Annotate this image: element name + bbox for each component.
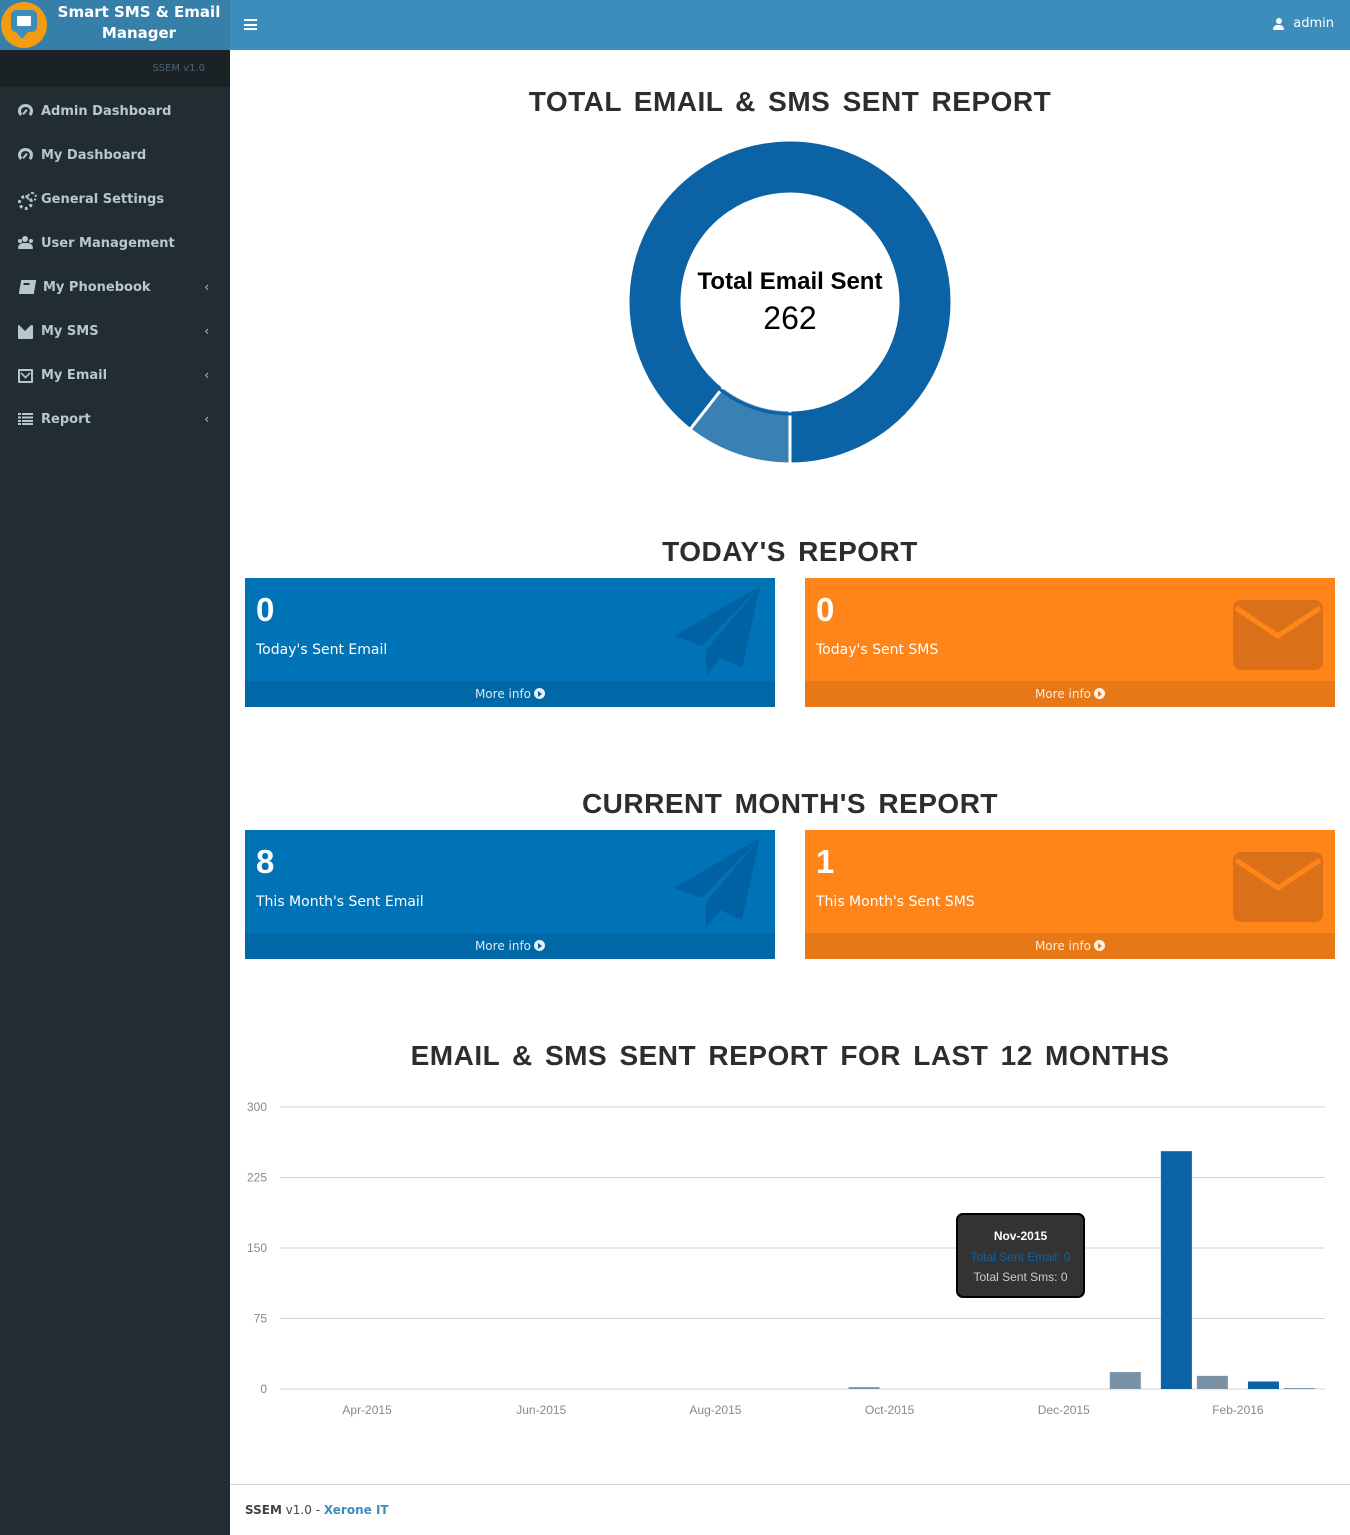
month-sms-more-info-link[interactable]: More info: [805, 933, 1335, 959]
y-tick-label: 75: [254, 1312, 268, 1326]
chevron-left-icon: ‹: [204, 280, 209, 294]
month-email-label: This Month's Sent Email: [256, 894, 424, 910]
month-sms-count: 1: [816, 843, 835, 880]
tooltip-title: Nov-2015: [993, 1229, 1048, 1243]
sidebar-toggle-icon[interactable]: [244, 19, 257, 30]
paper-plane-icon: [674, 586, 760, 676]
arrow-circle-right-icon: [1094, 940, 1106, 951]
envelope-icon: [1233, 852, 1323, 922]
arrow-circle-right-icon: [534, 940, 546, 951]
footer-version: v1.0 -: [281, 1503, 324, 1517]
users-icon: [18, 236, 33, 250]
x-tick-label: Apr-2015: [342, 1403, 392, 1417]
page-footer: SSEM v1.0 - Xerone IT: [230, 1484, 1350, 1535]
bar-sms[interactable]: [1196, 1375, 1228, 1389]
today-email-count: 0: [256, 591, 275, 628]
y-tick-label: 300: [247, 1100, 267, 1114]
paper-plane-icon: [674, 838, 760, 928]
sidebar-item-label: User Management: [41, 235, 175, 251]
bar-sms[interactable]: [1283, 1388, 1315, 1389]
y-tick-label: 225: [247, 1171, 267, 1185]
today-email-more-info-link[interactable]: More info: [245, 681, 775, 707]
app-title: Smart SMS & Email Manager: [57, 3, 221, 42]
sidebar-item-label: General Settings: [41, 191, 165, 207]
bar-sms[interactable]: [848, 1387, 880, 1389]
month-email-count: 8: [256, 843, 275, 880]
donut-segment[interactable]: [626, 138, 954, 466]
top-navbar: admin: [230, 0, 1350, 50]
today-sms-count: 0: [816, 591, 835, 628]
today-email-box: 0 Today's Sent Email More info: [245, 578, 775, 707]
list-icon: [18, 412, 33, 427]
month-report-title: CURRENT MONTH'S REPORT: [581, 788, 999, 819]
month-email-box: 8 This Month's Sent Email More info: [245, 830, 775, 959]
envelope-outline-icon: [18, 369, 33, 383]
total-report-title: TOTAL EMAIL & SMS SENT REPORT: [528, 86, 1052, 117]
bar-email[interactable]: [1160, 1151, 1192, 1389]
arrow-circle-right-icon: [534, 688, 546, 699]
today-sms-label: Today's Sent SMS: [816, 642, 939, 658]
monthly-bar-chart[interactable]: 0 75 150 225 300 Apr-2015 Jun-2015 Aug-2015 Oct-…: [240, 1095, 1335, 1425]
sidebar-item-label: My Email: [41, 367, 108, 383]
x-tick-label: Aug-2015: [689, 1403, 741, 1417]
bar-sms[interactable]: [1109, 1372, 1141, 1389]
x-tick-label: Jun-2015: [516, 1403, 566, 1417]
user-menu[interactable]: admin: [1273, 16, 1334, 31]
donut-highlight-ring: [676, 188, 904, 416]
month-sms-box: 1 This Month's Sent SMS More info: [805, 830, 1335, 959]
today-sms-box: 0 Today's Sent SMS More info: [805, 578, 1335, 707]
donut-svg: [626, 138, 954, 466]
gears-icon: [18, 192, 37, 210]
month-sms-label: This Month's Sent SMS: [816, 894, 975, 910]
sidebar-item-admin-dashboard[interactable]: Admin Dashboard: [0, 89, 230, 133]
chevron-left-icon: ‹: [204, 412, 209, 426]
x-tick-label: Feb-2016: [1212, 1403, 1264, 1417]
today-sms-more-info-link[interactable]: More info: [805, 681, 1335, 707]
today-report-title: TODAY'S REPORT: [662, 536, 918, 567]
sidebar-item-label: My Dashboard: [41, 147, 147, 163]
book-icon: [18, 280, 37, 294]
donut-segment[interactable]: [687, 384, 792, 466]
sidebar-item-label: Report: [41, 411, 91, 427]
dashboard-icon: [18, 104, 33, 118]
sidebar-item-my-email[interactable]: My Email ‹: [0, 353, 230, 397]
sidebar-item-general-settings[interactable]: General Settings: [0, 177, 230, 221]
user-name: admin: [1293, 16, 1334, 31]
sidebar-item-my-phonebook[interactable]: My Phonebook ‹: [0, 265, 230, 309]
x-tick-label: Oct-2015: [865, 1403, 915, 1417]
total-donut-chart[interactable]: Total Email Sent 262: [626, 138, 954, 466]
user-icon: [1273, 17, 1285, 30]
dashboard-icon: [18, 148, 33, 162]
sidebar-item-report[interactable]: Report ‹: [0, 397, 230, 441]
footer-company-link[interactable]: Xerone IT: [323, 1503, 389, 1517]
y-tick-label: 0: [260, 1382, 267, 1396]
envelope-icon: [1233, 600, 1323, 670]
bar-chart-title: EMAIL & SMS SENT REPORT FOR LAST 12 MONT…: [410, 1040, 1170, 1071]
y-tick-label: 150: [247, 1241, 267, 1255]
sidebar-item-label: My SMS: [41, 323, 99, 339]
sidebar: SSEM v1.0 Admin Dashboard My Dashboard G…: [0, 50, 230, 1535]
x-tick-label: Dec-2015: [1038, 1403, 1090, 1417]
arrow-circle-right-icon: [1094, 688, 1106, 699]
bar-email[interactable]: [1247, 1381, 1279, 1389]
envelope-icon: [18, 325, 33, 339]
tooltip-sms-line: Total Sent Sms: 0: [973, 1270, 1068, 1284]
month-email-more-info-link[interactable]: More info: [245, 933, 775, 959]
chart-tooltip: Nov-2015 Total Sent Email: 0 Total Sent …: [956, 1213, 1085, 1298]
logo-area[interactable]: Smart SMS & Email Manager: [0, 0, 230, 50]
footer-brand: SSEM: [245, 1503, 282, 1517]
sidebar-item-label: Admin Dashboard: [41, 103, 172, 119]
sidebar-item-my-sms[interactable]: My SMS ‹: [0, 309, 230, 353]
tooltip-email-line: Total Sent Email: 0: [970, 1250, 1071, 1264]
sidebar-version: SSEM v1.0: [0, 50, 230, 87]
sidebar-item-user-management[interactable]: User Management: [0, 221, 230, 265]
sidebar-item-my-dashboard[interactable]: My Dashboard: [0, 133, 230, 177]
sidebar-item-label: My Phonebook: [43, 279, 151, 295]
today-email-label: Today's Sent Email: [256, 642, 388, 658]
chevron-left-icon: ‹: [204, 368, 209, 382]
chevron-left-icon: ‹: [204, 324, 209, 338]
logo-icon: [1, 2, 47, 48]
